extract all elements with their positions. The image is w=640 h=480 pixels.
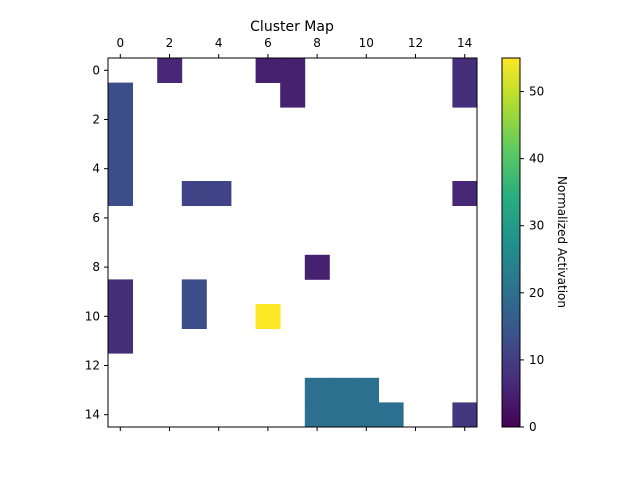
chart-title: Cluster Map — [250, 19, 334, 35]
heatmap-cell — [280, 58, 306, 83]
heatmap-cell — [378, 402, 404, 428]
x-axis-top: 0 2 4 6 8 10 12 14 — [116, 36, 472, 58]
x-tick-label: 0 — [116, 36, 124, 50]
heatmap-cell — [108, 304, 133, 329]
heatmap-cell — [354, 402, 379, 428]
heatmap-cell — [255, 304, 281, 329]
heatmap-cell — [255, 58, 281, 83]
heatmap-cell — [304, 254, 330, 280]
y-tick-label: 10 — [85, 309, 100, 323]
x-tick-label: 12 — [408, 36, 423, 50]
y-axis: 0 2 4 6 8 10 12 14 — [85, 63, 108, 422]
colorbar-tick-label: 10 — [529, 353, 544, 367]
colorbar-tick-label: 50 — [529, 85, 544, 99]
y-tick-label: 8 — [92, 260, 100, 274]
heatmap-cell — [452, 58, 478, 83]
heatmap-cell — [181, 279, 207, 305]
y-tick-label: 4 — [92, 162, 100, 176]
heatmap-cell — [354, 377, 379, 403]
heatmap-cell — [108, 82, 133, 108]
heatmap-cell — [280, 82, 306, 108]
x-tick-label: 8 — [313, 36, 321, 50]
heatmap-cell — [108, 131, 133, 157]
heatmap-cell — [108, 181, 133, 206]
heatmap-cell — [452, 181, 478, 206]
heatmap-cell — [108, 156, 133, 182]
y-tick-label: 14 — [85, 408, 100, 422]
heatmap-cell — [452, 82, 478, 108]
heatmap-cell — [304, 402, 330, 428]
y-tick-label: 2 — [92, 113, 100, 127]
heatmap-cell — [181, 181, 207, 206]
colorbar-tick-label: 20 — [529, 286, 544, 300]
heatmap-cell — [452, 402, 478, 428]
plot-area-background — [108, 58, 477, 427]
y-tick-label: 12 — [85, 359, 100, 373]
x-tick-label: 4 — [215, 36, 223, 50]
heatmap-cells — [108, 58, 478, 428]
x-tick-label: 10 — [359, 36, 374, 50]
heatmap-cell — [157, 58, 183, 83]
x-tick-label: 2 — [166, 36, 174, 50]
colorbar-tick-label: 0 — [529, 420, 537, 434]
colorbar-axis: 0 10 20 30 40 50 — [520, 85, 544, 434]
y-tick-label: 0 — [92, 63, 100, 77]
colorbar-label: Normalized Activation — [555, 176, 569, 308]
heatmap-cell — [304, 377, 330, 403]
colorbar — [501, 57, 521, 428]
heatmap-cell — [108, 279, 133, 305]
x-axis-bottom-ticks — [119, 427, 466, 431]
heatmap-cell — [329, 377, 355, 403]
y-tick-label: 6 — [92, 211, 100, 225]
heatmap-cell — [206, 181, 232, 206]
plot-area-frame — [107, 57, 478, 428]
heatmap-cell — [108, 328, 133, 354]
colorbar-tick-label: 30 — [529, 219, 544, 233]
heatmap-cell — [181, 304, 207, 329]
heatmap-cell — [108, 107, 133, 133]
x-tick-label: 6 — [264, 36, 272, 50]
heatmap-cell — [329, 402, 355, 428]
x-tick-label: 14 — [457, 36, 472, 50]
colorbar-tick-label: 40 — [529, 152, 544, 166]
